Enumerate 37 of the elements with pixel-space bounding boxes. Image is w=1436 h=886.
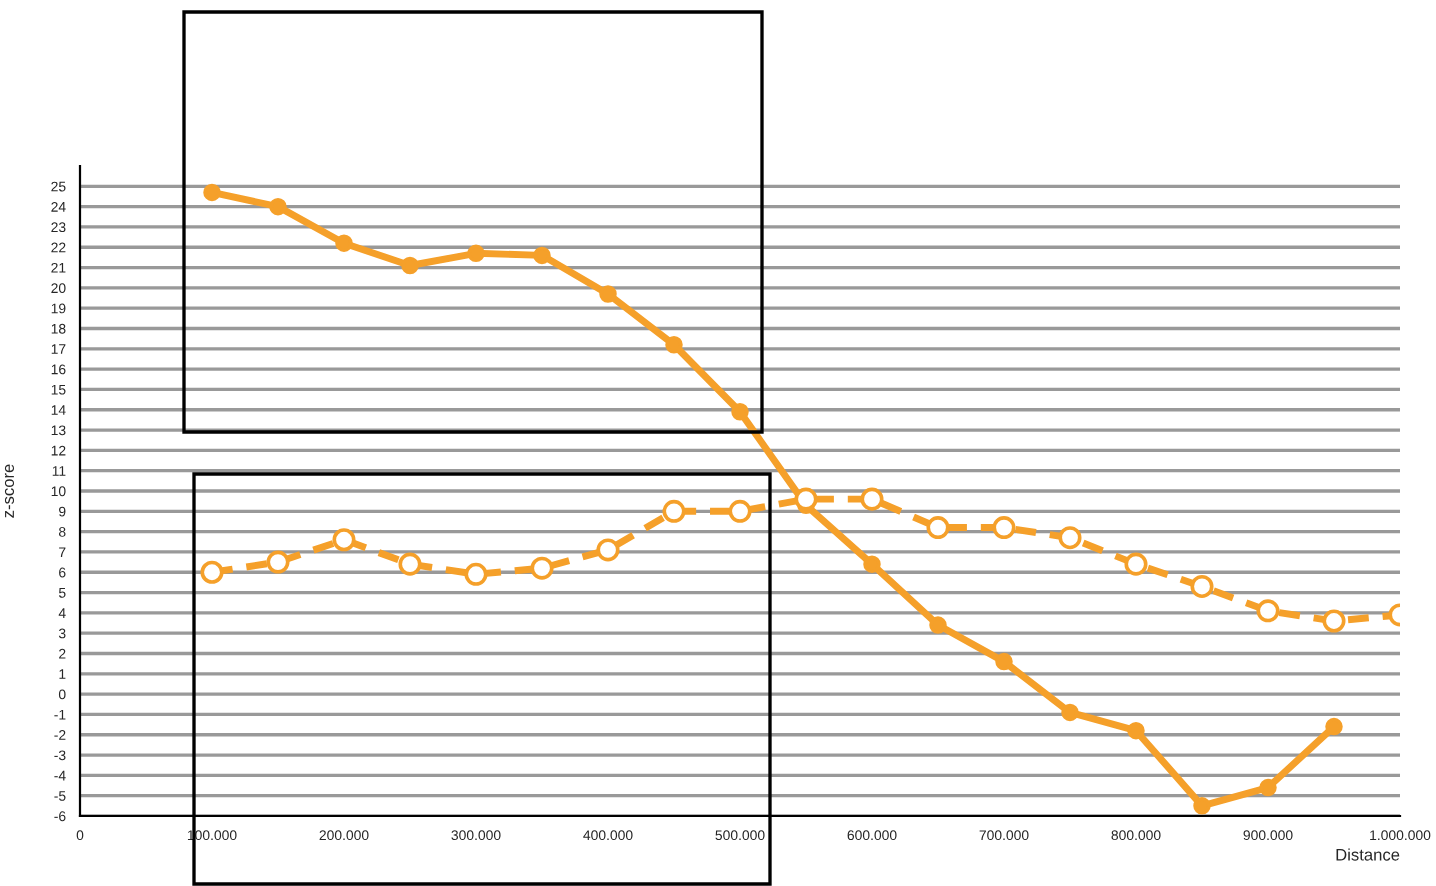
point — [203, 183, 221, 202]
point — [200, 560, 224, 584]
point — [794, 487, 818, 511]
point — [995, 652, 1013, 671]
point — [662, 499, 686, 523]
point — [926, 516, 950, 540]
point — [1193, 797, 1211, 815]
point — [1256, 599, 1280, 623]
point — [467, 244, 485, 263]
point — [398, 552, 422, 576]
point — [863, 555, 881, 573]
point — [266, 550, 290, 574]
point — [1061, 703, 1079, 722]
point — [665, 336, 683, 354]
point — [731, 403, 749, 421]
point — [1127, 721, 1145, 740]
x-axis-title: Distance — [1336, 848, 1400, 861]
point — [1322, 609, 1346, 633]
point — [533, 246, 551, 265]
point — [269, 197, 287, 216]
point — [860, 487, 884, 511]
y-axis-title: z-score — [4, 464, 15, 518]
point — [1124, 552, 1148, 576]
point — [401, 256, 419, 275]
point — [599, 285, 617, 303]
point — [1259, 778, 1277, 797]
point — [1325, 717, 1343, 736]
point — [530, 556, 554, 580]
point — [1058, 526, 1082, 550]
point — [596, 538, 620, 562]
point — [335, 234, 353, 252]
point — [992, 516, 1016, 540]
point — [728, 499, 752, 523]
point — [332, 528, 356, 552]
point — [1190, 574, 1214, 598]
point — [464, 562, 488, 586]
point — [929, 616, 947, 634]
